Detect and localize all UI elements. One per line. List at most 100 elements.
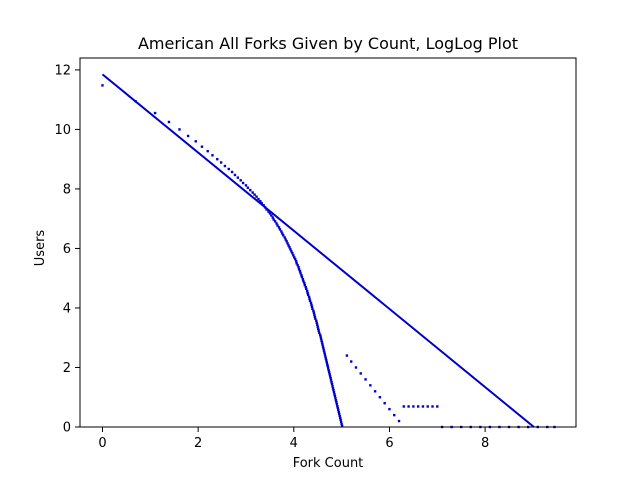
data-point [319, 337, 323, 340]
y-tick-label: 8 [63, 182, 71, 197]
data-point [340, 424, 344, 428]
data-point [323, 353, 327, 356]
data-point [327, 367, 330, 370]
data-point [328, 375, 332, 378]
data-point [297, 266, 300, 269]
data-point [303, 283, 306, 287]
data-point [402, 405, 406, 408]
data-point [313, 313, 316, 317]
data-point [267, 210, 270, 213]
chart-title: American All Forks Given by Count, LogLo… [138, 34, 518, 53]
data-point [388, 407, 391, 411]
data-point [297, 268, 301, 271]
data-point [249, 188, 252, 192]
data-point [255, 195, 258, 198]
data-point [271, 216, 274, 219]
data-point [223, 164, 227, 168]
y-tick-label: 12 [54, 63, 71, 78]
data-point [324, 355, 327, 358]
data-point [291, 252, 294, 255]
data-point [331, 385, 334, 388]
data-point [421, 405, 425, 408]
data-point [369, 384, 372, 387]
data-point [431, 405, 434, 408]
data-point [328, 371, 331, 374]
data-point [354, 366, 358, 369]
data-point [359, 372, 362, 375]
data-point [323, 351, 326, 354]
data-point [322, 347, 325, 350]
data-point [316, 325, 319, 328]
data-point [364, 378, 367, 381]
data-point [317, 331, 321, 334]
data-point [320, 341, 324, 344]
data-point [277, 226, 281, 229]
y-tick-label: 2 [63, 361, 71, 376]
data-point [329, 377, 332, 380]
data-point [233, 173, 237, 177]
data-point [329, 379, 333, 382]
data-point [305, 289, 309, 293]
data-point [253, 193, 256, 196]
data-point [345, 354, 349, 357]
data-point [436, 405, 439, 408]
data-point [333, 393, 336, 396]
data-point [296, 263, 299, 267]
data-point [333, 394, 337, 398]
data-point [338, 414, 341, 418]
y-axis-label: Users [33, 230, 48, 267]
data-point [302, 279, 305, 283]
data-point [101, 84, 104, 87]
y-tick-label: 4 [63, 301, 71, 316]
data-point [318, 333, 322, 336]
data-point [426, 405, 429, 408]
data-point [239, 179, 242, 182]
data-point [153, 111, 157, 115]
axes: 0 2 4 6 8 0 2 4 6 8 10 12 [54, 57, 577, 451]
data-point [300, 274, 303, 277]
data-point [335, 400, 338, 404]
data-point [310, 305, 314, 308]
x-tick-label: 2 [194, 436, 202, 451]
data-point [336, 406, 340, 410]
data-point [300, 275, 304, 279]
data-point [416, 405, 420, 408]
data-point [337, 410, 340, 414]
data-point [412, 405, 415, 408]
data-point [305, 287, 308, 291]
data-point [285, 240, 288, 243]
data-point [316, 323, 319, 326]
data-point [310, 303, 313, 307]
data-point [378, 396, 382, 399]
data-point [309, 301, 313, 305]
data-point [306, 291, 309, 295]
fit-line [101, 73, 535, 428]
data-point [312, 311, 316, 314]
data-point [211, 154, 214, 157]
data-point [322, 349, 326, 352]
data-point [324, 357, 328, 360]
data-point [283, 236, 286, 239]
data-point [321, 343, 324, 346]
data-point [194, 140, 197, 143]
data-point [219, 161, 223, 164]
data-point [308, 299, 312, 303]
data-point [282, 234, 285, 237]
y-tick-label: 0 [63, 421, 71, 436]
data-point [251, 191, 254, 194]
data-point [178, 128, 181, 131]
data-point [246, 186, 250, 189]
x-tick-label: 8 [481, 436, 489, 451]
data-point [270, 214, 273, 217]
data-point [350, 360, 353, 363]
data-point [336, 404, 339, 408]
data-point [393, 413, 396, 417]
data-point [328, 373, 331, 376]
data-point [292, 254, 295, 257]
data-point [241, 181, 245, 185]
data-point [315, 319, 318, 322]
data-point [230, 170, 234, 174]
data-point [319, 335, 322, 338]
data-point [320, 339, 323, 342]
data-point [278, 228, 282, 231]
